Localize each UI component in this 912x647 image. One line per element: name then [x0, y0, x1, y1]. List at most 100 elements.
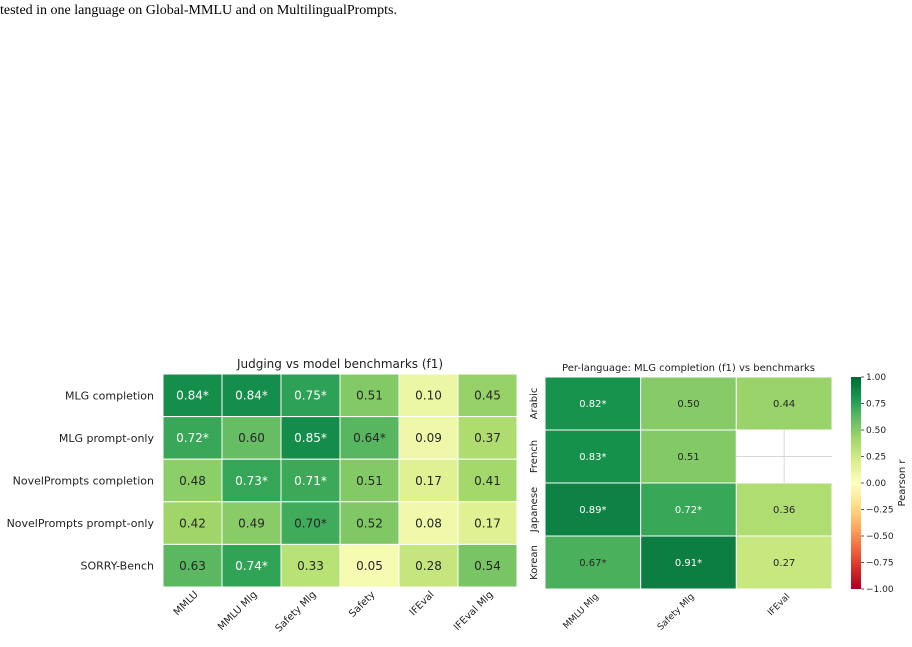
left-cell	[457, 501, 518, 545]
left-cell-label: 0.09	[415, 431, 442, 445]
left-column-label: MMLU	[172, 589, 201, 618]
left-cell-label: 0.71*	[294, 474, 327, 488]
left-cell-label: 0.85*	[294, 431, 327, 445]
left-cell	[457, 373, 518, 418]
left-cell	[457, 458, 518, 503]
left-cell-label: 0.28	[415, 559, 442, 573]
left-cell-label: 0.74*	[235, 559, 268, 573]
left-cell-label: 0.51	[356, 389, 383, 403]
left-cell-label: 0.63	[179, 559, 206, 573]
left-cell-label: 0.64*	[353, 431, 386, 445]
colorbar-gradient	[851, 377, 861, 589]
right-cell-label: 0.82*	[579, 399, 606, 410]
left-heatmap: Judging vs model benchmarks (f1) 0.84* 0.8…	[7, 357, 518, 635]
left-cell-label: 0.54	[474, 559, 501, 573]
right-cell-label: 0.67*	[579, 558, 606, 569]
left-cell-label: 0.37	[474, 431, 501, 445]
left-column-label: Safety	[347, 589, 377, 619]
left-cell	[457, 543, 518, 588]
left-cell	[221, 416, 282, 460]
left-cell-label: 0.84*	[176, 389, 209, 403]
left-cell-label: 0.42	[179, 516, 206, 530]
right-cell-label: 0.91*	[675, 558, 702, 569]
left-cell-label: 0.17	[415, 474, 442, 488]
left-cell-label: 0.84*	[235, 389, 268, 403]
left-cell	[457, 416, 518, 460]
left-cell	[162, 501, 223, 545]
left-cell	[339, 501, 400, 545]
left-cell-label: 0.41	[474, 474, 501, 488]
caption-text: tested in one language on Global-MMLU an…	[0, 3, 398, 18]
right-heatmap: Per-language: MLG completion (f1) vs ben…	[529, 363, 833, 633]
colorbar-tick-label: 0.50	[866, 426, 886, 436]
colorbar-tick-label: 0.00	[866, 479, 886, 489]
right-cell	[544, 429, 642, 484]
colorbar-label: Pearson r	[897, 459, 908, 507]
right-row-label: Korean	[529, 545, 540, 580]
left-row-label: MLG completion	[65, 389, 154, 402]
left-cell-label: 0.17	[474, 516, 501, 530]
colorbar-tick-label: −0.25	[866, 506, 894, 516]
colorbar-tick-label: −0.75	[866, 559, 894, 569]
left-cell	[162, 416, 223, 460]
left-cell-label: 0.45	[474, 389, 501, 403]
colorbar-tick-label: 0.75	[866, 400, 886, 410]
right-cell	[735, 376, 833, 431]
left-cell-label: 0.33	[297, 559, 324, 573]
left-cell	[221, 458, 282, 503]
left-cell	[398, 416, 459, 460]
right-column-label: MMLU Mlg	[562, 592, 601, 631]
right-cell	[640, 535, 737, 590]
left-column-label: MMLU Mlg	[216, 589, 260, 633]
left-cell-label: 0.10	[415, 389, 442, 403]
left-cell	[280, 416, 341, 460]
right-cell-label: 0.83*	[579, 452, 606, 463]
left-cell	[398, 543, 459, 588]
left-cell	[398, 373, 459, 418]
left-row-label: NovelPrompts prompt-only	[7, 517, 155, 530]
left-title: Judging vs model benchmarks (f1)	[236, 357, 443, 371]
left-cell-label: 0.51	[356, 474, 383, 488]
left-cell-label: 0.72*	[176, 431, 209, 445]
left-cell	[280, 543, 341, 588]
right-cell-label: 0.50	[677, 399, 699, 410]
left-cell-label: 0.48	[179, 474, 206, 488]
right-row-label: French	[529, 440, 540, 473]
left-column-label: Safety Mlg	[273, 589, 318, 634]
right-cell	[544, 376, 642, 431]
right-column-label: IFEval	[766, 592, 792, 618]
colorbar-tick-label: −1.00	[866, 585, 894, 595]
right-cell-label: 0.36	[773, 505, 795, 516]
colorbar: 1.00 0.75 0.50 0.25 0.00 −0.25 −0.50 −0.75 −1.00…	[851, 373, 908, 595]
left-cell-label: 0.70*	[294, 516, 327, 530]
colorbar-tick-label: 0.25	[866, 453, 886, 463]
colorbar-tick-label: −0.50	[866, 532, 894, 542]
left-cell-label: 0.08	[415, 516, 442, 530]
figure-caption: tested in one language on Global-MMLU an…	[0, 0, 912, 22]
left-cell-label: 0.52	[356, 516, 383, 530]
left-column-label: IFEval	[408, 589, 437, 618]
left-cell-label: 0.73*	[235, 474, 268, 488]
right-cell-label: 0.44	[773, 399, 795, 410]
colorbar-tick-label: 1.00	[866, 373, 886, 383]
right-title: Per-language: MLG completion (f1) vs ben…	[562, 363, 815, 374]
left-cell	[339, 543, 400, 588]
right-cell-label: 0.51	[677, 452, 699, 463]
right-cell	[735, 535, 833, 590]
left-row-label: MLG prompt-only	[59, 432, 155, 445]
left-column-label: IFEval Mlg	[452, 589, 496, 633]
left-row-label: NovelPrompts completion	[13, 474, 154, 487]
left-cell-label: 0.49	[238, 516, 265, 530]
right-row-label: Arabic	[529, 388, 540, 420]
right-cell-label: 0.89*	[579, 505, 606, 516]
left-row-label: SORRY-Bench	[80, 560, 154, 573]
right-cell	[640, 429, 737, 484]
left-cell-label: 0.60	[238, 431, 265, 445]
right-cell	[544, 535, 642, 590]
left-cell	[162, 458, 223, 503]
left-cell	[162, 543, 223, 588]
left-cell	[280, 458, 341, 503]
left-cell-label: 0.75*	[294, 389, 327, 403]
right-row-label: Japanese	[529, 487, 540, 533]
